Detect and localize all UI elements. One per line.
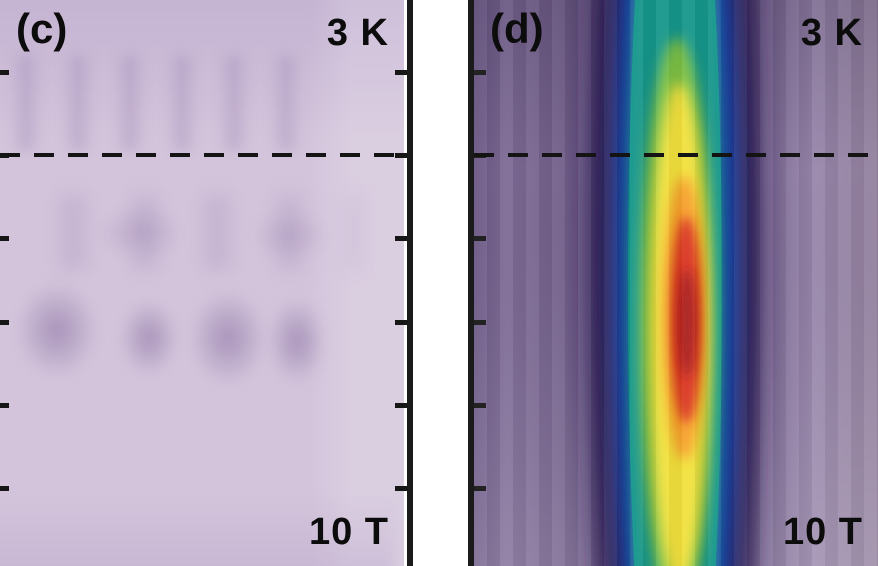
panel-d-left-spine-tick (474, 403, 486, 408)
panel-c-heatmap: (c) 3 K 10 T (0, 0, 404, 566)
panel-c-right-spine-tick (395, 70, 407, 75)
panel-c-blob (16, 282, 98, 378)
panel-c-blob (120, 300, 178, 376)
dashed-reference-line-panel-c (0, 153, 404, 157)
panel-c-tag: (c) (16, 5, 68, 52)
panel-c-blob (250, 210, 330, 260)
panel-d-heatmap: (d) 3 K 10 T (474, 0, 878, 566)
panel-d-left-spine-tick (474, 320, 486, 325)
panel-c-right-spine-tick (395, 486, 407, 491)
panel-c-left-edge-tick (0, 70, 9, 75)
panel-c-wisps (18, 55, 308, 150)
panel-c-blob (190, 290, 266, 386)
dashed-reference-line-panel-d (474, 153, 878, 157)
panel-d-left-spine (468, 0, 474, 566)
panel-c-temperature-label: 3 K (326, 12, 389, 54)
panel-d-field-label: 10 T (782, 511, 863, 553)
panel-c-blob (95, 205, 185, 260)
panel-c-right-spine (407, 0, 413, 566)
panel-d-tag: (d) (490, 5, 544, 52)
panel-c-left-edge-tick (0, 486, 9, 491)
panel-c-field-label: 10 T (308, 511, 389, 553)
panel-d-resonance-streak (474, 0, 878, 566)
panel-c-right-spine-tick (395, 236, 407, 241)
panel-d-left-spine-tick (474, 70, 486, 75)
panel-d-left-spine-tick (474, 236, 486, 241)
panel-c-right-light-region (309, 0, 404, 566)
panel-c-top-wash (0, 0, 404, 150)
panel-c-left-edge-tick (0, 320, 9, 325)
panel-d-left-spine-tick (474, 486, 486, 491)
panel-c-bottom-wash (0, 496, 395, 566)
panel-c-right-spine-tick (395, 320, 407, 325)
panel-c-right-spine-tick (395, 403, 407, 408)
panel-c-blob (268, 298, 326, 384)
panel-d-temperature-label: 3 K (800, 12, 863, 54)
panel-c-mid-wash (60, 195, 360, 270)
panel-c-left-edge-tick (0, 403, 9, 408)
panel-c-left-edge-tick (0, 236, 9, 241)
